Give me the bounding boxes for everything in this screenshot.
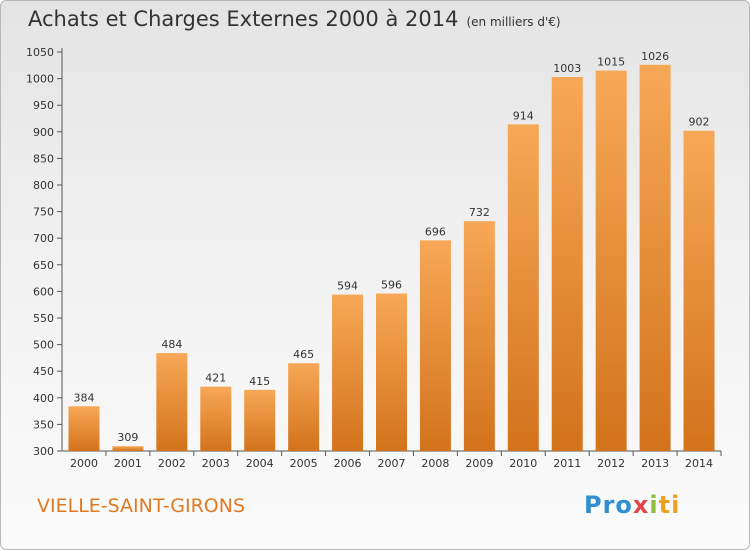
axes: 300 350 400 450 500 550 600 650 700 750 800 850 900 9… <box>26 46 722 470</box>
y-tick-label: 950 <box>33 99 54 112</box>
x-tick-label: 2012 <box>597 457 625 470</box>
x-tick-label: 2007 <box>378 457 406 470</box>
x-tick-label: 2011 <box>553 457 581 470</box>
bar <box>639 64 671 451</box>
data-label: 594 <box>337 280 358 293</box>
bar <box>288 363 320 451</box>
logo-part-4: ti <box>658 491 681 519</box>
bar <box>200 386 232 451</box>
commune-name: VIELLE-SAINT-GIRONS <box>37 495 246 517</box>
logo-part-2: x <box>632 491 650 519</box>
y-tick-label: 550 <box>33 312 54 325</box>
bar <box>332 294 364 451</box>
bars-group: 384 309 484 421 415 465 594 596 696 732 914 1003 101… <box>68 50 715 452</box>
bar <box>683 130 715 451</box>
bar <box>595 70 627 452</box>
y-tick-label: 900 <box>33 126 54 139</box>
chart-subtitle: (en milliers d'€) <box>466 15 561 29</box>
bar <box>507 124 539 452</box>
y-tick-label: 450 <box>33 365 54 378</box>
bar <box>463 221 495 451</box>
data-label: 421 <box>205 372 226 385</box>
title-text: Achats et Charges Externes 2000 à 2014 <box>28 7 459 31</box>
y-tick-label: 500 <box>33 339 54 352</box>
x-tick-label: 2000 <box>70 457 98 470</box>
chart-title: Achats et Charges Externes 2000 à 2014 (e… <box>28 7 561 31</box>
data-label: 384 <box>73 391 94 404</box>
x-tick-label: 2008 <box>421 457 449 470</box>
y-tick-label: 400 <box>33 392 54 405</box>
x-tick-label: 2014 <box>685 457 713 470</box>
proxiti-logo[interactable]: Proxiti <box>584 491 680 519</box>
data-label: 309 <box>117 431 138 444</box>
data-label: 1026 <box>641 50 669 63</box>
bar <box>68 406 100 451</box>
bar <box>244 389 276 451</box>
x-tick-label: 2003 <box>202 457 230 470</box>
y-tick-label: 600 <box>33 285 54 298</box>
data-label: 596 <box>381 279 402 292</box>
x-tick-label: 2009 <box>465 457 493 470</box>
y-tick-label: 800 <box>33 179 54 192</box>
x-tick-label: 2004 <box>246 457 274 470</box>
data-label: 914 <box>513 109 534 122</box>
y-tick-label: 1050 <box>26 46 54 59</box>
bar <box>376 293 407 451</box>
y-tick-label: 750 <box>33 206 54 219</box>
data-label: 902 <box>689 116 710 129</box>
bar <box>551 77 583 451</box>
data-label: 1003 <box>553 62 581 75</box>
bar <box>419 240 451 451</box>
bar <box>112 446 144 451</box>
x-tick-label: 2005 <box>290 457 318 470</box>
x-tick-label: 2013 <box>641 457 669 470</box>
bar <box>156 353 188 451</box>
y-tick-label: 650 <box>33 259 54 272</box>
data-label: 484 <box>161 338 182 351</box>
data-label: 415 <box>249 375 270 388</box>
data-label: 465 <box>293 348 314 361</box>
x-tick-label: 2002 <box>158 457 186 470</box>
data-label: 1015 <box>597 56 625 69</box>
x-tick-label: 2010 <box>509 457 537 470</box>
x-tick-label: 2006 <box>334 457 362 470</box>
logo-part-1: Pro <box>584 491 633 519</box>
y-tick-label: 700 <box>33 232 54 245</box>
y-tick-label: 300 <box>33 445 54 458</box>
logo-part-3: i <box>649 491 659 519</box>
data-label: 732 <box>469 206 490 219</box>
x-tick-label: 2001 <box>114 457 142 470</box>
y-tick-label: 1000 <box>26 73 54 86</box>
y-tick-label: 350 <box>33 418 54 431</box>
data-label: 696 <box>425 225 446 238</box>
y-tick-label: 850 <box>33 152 54 165</box>
